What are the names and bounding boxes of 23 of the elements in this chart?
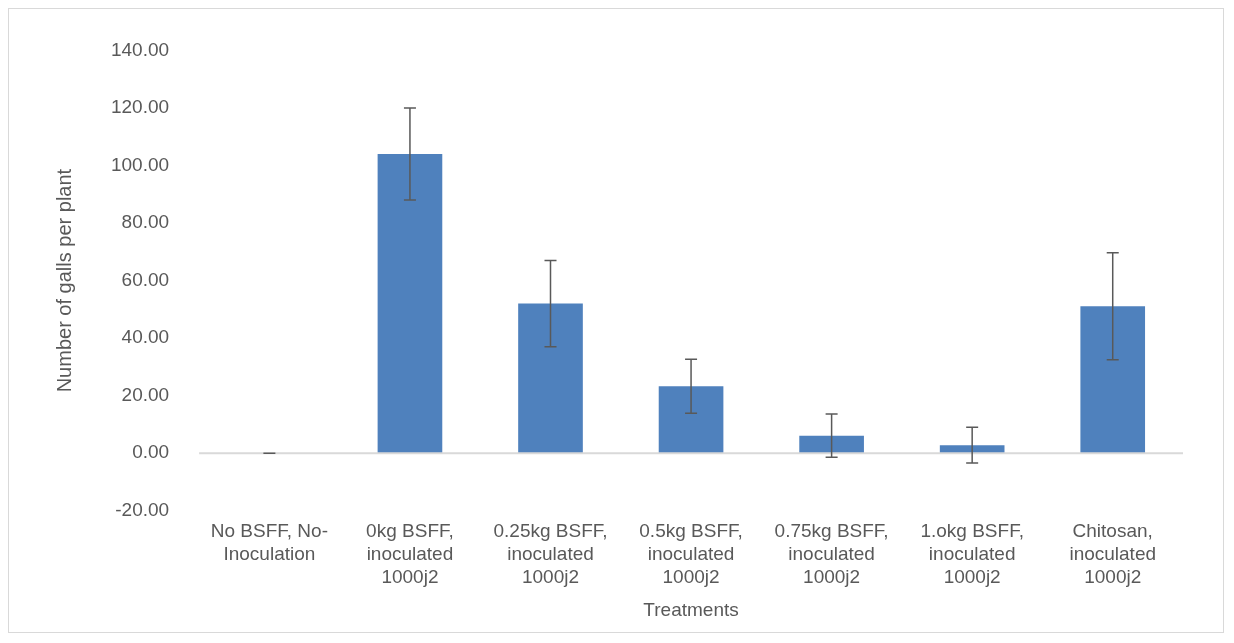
- y-tick-label: -20.00: [115, 499, 170, 521]
- x-tick-label: 0kg BSFF, inoculated 1000j2: [366, 520, 454, 588]
- x-tick-label: 0.75kg BSFF, inoculated 1000j2: [774, 520, 889, 588]
- x-tick-label: 0.5kg BSFF, inoculated 1000j2: [639, 520, 743, 588]
- y-axis-title: Number of galls per plant: [52, 168, 75, 393]
- x-tick-label: Chitosan, inoculated 1000j2: [1069, 520, 1157, 588]
- bar: [377, 153, 443, 454]
- x-axis-title: Treatments: [643, 598, 739, 620]
- bar: [799, 435, 864, 454]
- bar: [658, 386, 724, 454]
- y-tick-label: 140.00: [110, 38, 170, 60]
- y-tick-label: 100.00: [110, 153, 170, 175]
- y-tick-label: 60.00: [121, 268, 170, 290]
- bar: [1080, 306, 1146, 454]
- bar: [518, 303, 583, 454]
- y-tick-label: 80.00: [121, 211, 170, 233]
- y-tick-label: 20.00: [121, 383, 170, 405]
- x-tick-label: 0.25kg BSFF, inoculated 1000j2: [493, 520, 608, 588]
- y-tick-label: 120.00: [110, 96, 170, 118]
- x-tick-label: 1.okg BSFF, inoculated 1000j2: [920, 520, 1024, 588]
- x-tick-label: No BSFF, No-Inoculation: [210, 520, 328, 565]
- y-tick-label: 40.00: [121, 326, 170, 348]
- y-tick-label: 0.00: [132, 441, 170, 463]
